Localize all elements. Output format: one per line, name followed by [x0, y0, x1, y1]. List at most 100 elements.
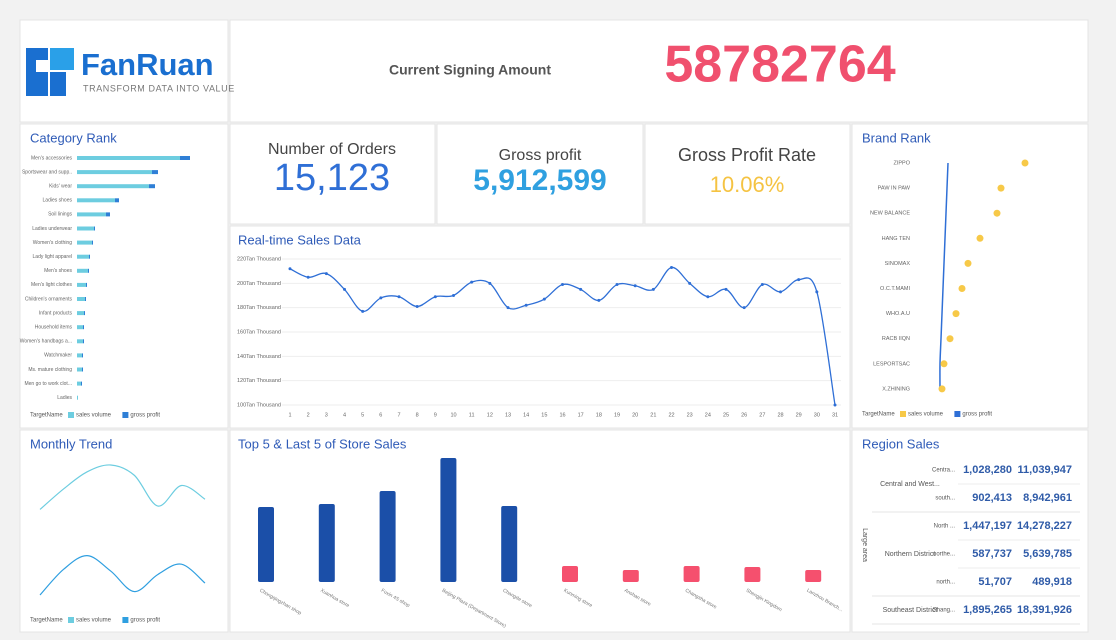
sales-point: [397, 295, 401, 299]
brand-dot: [1021, 159, 1029, 167]
brand-label: SINOMAX: [885, 261, 911, 267]
x-tick-label: 30: [814, 412, 820, 418]
monthly-panel: [19, 429, 229, 633]
cell-value: 489,918: [1032, 576, 1072, 588]
category-label: Ladies underwear: [32, 226, 72, 232]
x-tick-label: 15: [541, 412, 547, 418]
x-tick-label: 22: [668, 412, 674, 418]
bar: [83, 339, 84, 344]
bar: [258, 507, 274, 582]
legend-label: sales volume: [76, 618, 112, 624]
bar: [379, 491, 396, 582]
bar: [84, 311, 85, 316]
sales-point: [633, 284, 637, 288]
x-tick-label: 23: [687, 412, 693, 418]
category-label: Men's light clothes: [31, 282, 72, 288]
sales-point: [561, 283, 564, 287]
x-tick-label: 12: [487, 412, 493, 418]
bar: [77, 311, 84, 316]
bar: [82, 367, 83, 372]
x-tick-label: 16: [559, 412, 565, 418]
chart-title: Category Rank: [30, 130, 117, 145]
brand-panel: [851, 123, 1089, 429]
category-label: Women's clothing: [33, 240, 72, 246]
sales-point: [706, 295, 710, 299]
brand-label: LESPORTSAC: [873, 361, 910, 367]
bar: [318, 504, 335, 582]
x-tick-label: 3: [325, 412, 328, 418]
group-label: Central and West...: [880, 481, 940, 488]
sales-point: [524, 303, 528, 307]
row-label: Centra...: [932, 468, 955, 474]
bar: [88, 268, 89, 273]
bar: [440, 458, 457, 582]
sales-point: [361, 309, 365, 313]
kpi-value: 15,123: [274, 157, 390, 199]
y-tick-label: 100Tan Thousand: [237, 402, 281, 408]
x-tick-label: 6: [379, 412, 382, 418]
sales-point: [797, 278, 801, 282]
x-tick-label: 8: [416, 412, 419, 418]
chart-title: Brand Rank: [862, 130, 931, 145]
row-label: northe...: [933, 552, 955, 558]
legend-title: TargetName: [30, 413, 63, 419]
x-tick-label: 20: [632, 412, 638, 418]
cell-value: 8,942,961: [1023, 492, 1072, 504]
bar: [77, 353, 82, 358]
logo-shape: [50, 72, 66, 96]
bar: [81, 381, 82, 386]
kpi-label: Gross profit: [499, 147, 582, 164]
bar: [94, 226, 95, 231]
group-label: Northern District: [885, 551, 936, 558]
bar: [77, 325, 83, 330]
legend-label: sales volume: [76, 413, 112, 419]
x-tick-label: 14: [523, 412, 529, 418]
bar: [92, 240, 93, 245]
x-tick-label: 28: [777, 412, 783, 418]
chart-title: Region Sales: [862, 436, 940, 451]
bar: [77, 170, 152, 175]
header-panel: [229, 19, 1089, 123]
legend-title: TargetName: [30, 618, 63, 624]
sales-point: [833, 403, 837, 407]
cell-value: 5,639,785: [1023, 548, 1072, 560]
bar: [77, 156, 180, 160]
sales-point: [488, 281, 492, 285]
sales-point: [815, 290, 819, 294]
category-label: Men go to work clot...: [24, 381, 72, 387]
category-panel: [19, 123, 229, 429]
legend-swatch: [900, 411, 906, 417]
sales-point: [452, 294, 455, 297]
brand-dot: [958, 285, 966, 292]
legend-swatch: [68, 617, 74, 623]
bar: [77, 395, 78, 400]
x-tick-label: 29: [796, 412, 802, 418]
cell-value: 587,737: [972, 548, 1012, 560]
kpi-panel: [436, 123, 644, 225]
gross-profit-line: [939, 162, 949, 389]
group-label: Southeast District: [883, 607, 938, 614]
bar: [77, 212, 106, 217]
y-tick-label: 140Tan Thousand: [237, 354, 281, 360]
legend-title: TargetName: [862, 412, 895, 418]
sales-point: [306, 275, 310, 279]
chart-title: Real-time Sales Data: [238, 232, 362, 247]
bar: [180, 156, 190, 160]
x-tick-label: 11: [469, 412, 475, 418]
y-tick-label: 120Tan Thousand: [237, 378, 281, 384]
cell-value: 14,278,227: [1017, 520, 1072, 532]
category-label: Sportswear and supp..: [22, 169, 72, 175]
brand-label: PAW IN PAW: [878, 186, 911, 192]
legend-swatch: [122, 617, 129, 623]
category-label: Household items: [35, 325, 73, 331]
cell-value: 1,895,265: [963, 604, 1012, 616]
brand-dot: [976, 234, 984, 242]
category-label: Infant products: [39, 310, 73, 316]
sales-point: [324, 272, 328, 276]
x-tick-label: 19: [614, 412, 620, 418]
sales-point: [742, 306, 746, 310]
brand-dot: [940, 360, 948, 368]
brand-label: HANG TEN: [882, 236, 910, 242]
y-tick-label: 220Tan Thousand: [237, 256, 281, 262]
